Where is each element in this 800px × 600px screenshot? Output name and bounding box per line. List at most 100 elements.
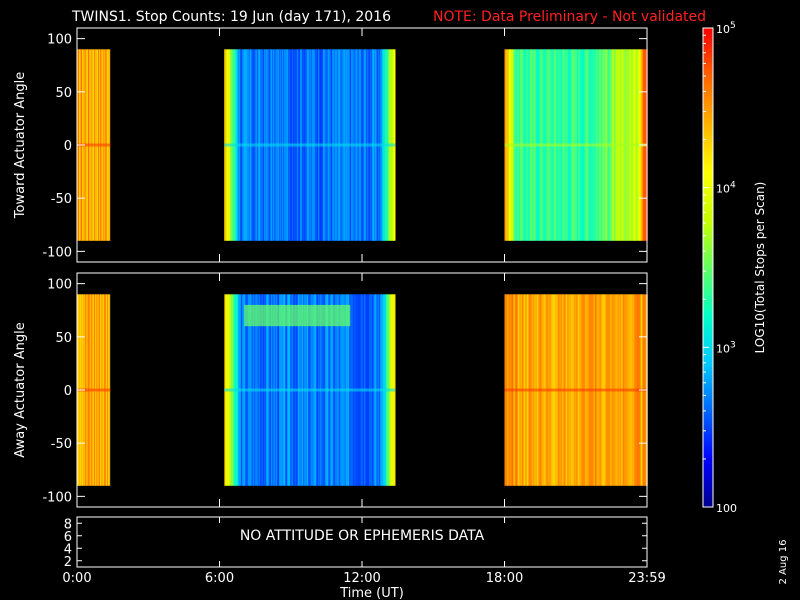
colorbar-step (703, 237, 713, 239)
y-tick-label: 8 (64, 517, 72, 532)
colorbar-step (703, 489, 713, 491)
colorbar-step (703, 308, 713, 310)
colorbar-step (703, 147, 713, 149)
colorbar-step (703, 101, 713, 103)
colorbar-step (703, 468, 713, 470)
x-tick-label: 6:00 (205, 571, 234, 586)
colorbar-step (703, 322, 713, 324)
colorbar-step (703, 378, 713, 380)
colorbar-step (703, 351, 713, 353)
colorbar-step (703, 79, 713, 81)
colorbar-step (703, 314, 713, 316)
colorbar-step (703, 180, 713, 182)
colorbar-step (703, 464, 713, 466)
colorbar-step (703, 183, 713, 185)
colorbar-step (703, 331, 713, 333)
colorbar-step (703, 420, 713, 422)
colorbar-step (703, 78, 713, 80)
colorbar-step (703, 121, 713, 123)
colorbar-step (703, 239, 713, 241)
colorbar-step (703, 360, 713, 362)
colorbar-step (703, 449, 713, 451)
colorbar-step (703, 482, 713, 484)
colorbar-tick-label: 105 (716, 21, 736, 36)
colorbar-step (703, 195, 713, 197)
colorbar-step (703, 82, 713, 84)
colorbar-step (703, 408, 713, 410)
colorbar-step (703, 165, 713, 167)
colorbar-step (703, 98, 713, 100)
colorbar-step (703, 167, 713, 169)
colorbar-step (703, 376, 713, 378)
colorbar-step (703, 160, 713, 162)
colorbar-step (703, 86, 713, 88)
colorbar-step (703, 329, 713, 331)
y-tick-label: 100 (47, 33, 72, 48)
colorbar-step (703, 67, 713, 69)
colorbar-step (703, 480, 713, 482)
colorbar-step (703, 247, 713, 249)
colorbar-step (703, 350, 713, 352)
colorbar-step (703, 266, 713, 268)
colorbar-step (703, 29, 713, 31)
colorbar-step (703, 70, 713, 72)
colorbar-step (703, 298, 713, 300)
colorbar-step (703, 293, 713, 295)
colorbar-step (703, 118, 713, 120)
colorbar-step (703, 309, 713, 311)
colorbar-step (703, 456, 713, 458)
colorbar-step (703, 252, 713, 254)
colorbar-step (703, 87, 713, 89)
colorbar-step (703, 134, 713, 136)
colorbar-step (703, 230, 713, 232)
colorbar-step (703, 133, 713, 135)
colorbar-step (703, 474, 713, 476)
colorbar-step (703, 52, 713, 54)
colorbar-step (703, 261, 713, 263)
colorbar-step (703, 238, 713, 240)
colorbar-step (703, 284, 713, 286)
colorbar-step (703, 156, 713, 158)
colorbar-step (703, 279, 713, 281)
colorbar-step (703, 173, 713, 175)
colorbar-step (703, 461, 713, 463)
colorbar-step (703, 296, 713, 298)
colorbar-step (703, 184, 713, 186)
colorbar-step (703, 379, 713, 381)
colorbar-step (703, 155, 713, 157)
colorbar-step (703, 346, 713, 348)
colorbar-step (703, 427, 713, 429)
colorbar-step (703, 505, 713, 507)
colorbar-step (703, 57, 713, 59)
colorbar-step (703, 104, 713, 106)
colorbar-step (703, 267, 713, 269)
y-tick-label: 50 (55, 86, 72, 101)
y-tick-label: 2 (64, 555, 72, 570)
colorbar-step (703, 214, 713, 216)
colorbar-step (703, 97, 713, 99)
colorbar-step (703, 374, 713, 376)
colorbar-step (703, 387, 713, 389)
colorbar-step (703, 257, 713, 259)
colorbar-step (703, 255, 713, 257)
colorbar-step (703, 193, 713, 195)
colorbar-step (703, 393, 713, 395)
colorbar-step (703, 58, 713, 60)
colorbar-step (703, 171, 713, 173)
colorbar-step (703, 349, 713, 351)
colorbar-step (703, 62, 713, 64)
colorbar-step (703, 286, 713, 288)
colorbar-step (703, 32, 713, 34)
colorbar-step (703, 333, 713, 335)
colorbar-step (703, 300, 713, 302)
colorbar-step (703, 145, 713, 147)
colorbar-step (703, 172, 713, 174)
colorbar-step (703, 382, 713, 384)
colorbar-step (703, 419, 713, 421)
colorbar-step (703, 204, 713, 206)
colorbar-step (703, 390, 713, 392)
colorbar-step (703, 502, 713, 504)
colorbar-step (703, 431, 713, 433)
colorbar-step (703, 377, 713, 379)
